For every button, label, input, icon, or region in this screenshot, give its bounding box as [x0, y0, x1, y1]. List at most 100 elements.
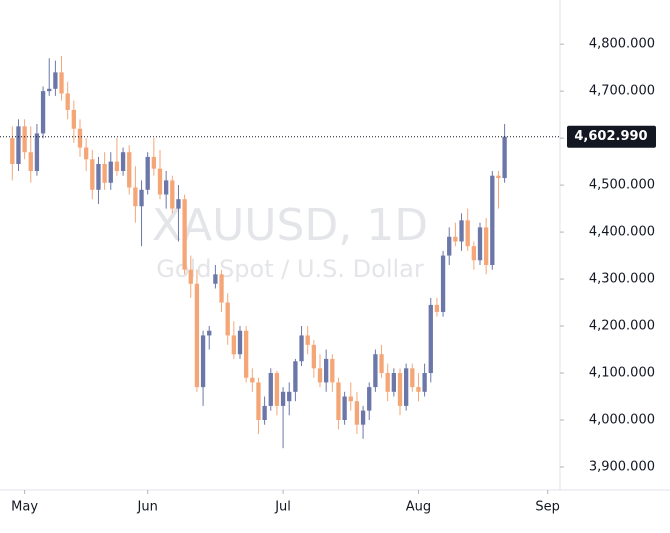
last-price-label: 4,602.990	[574, 129, 647, 144]
watermark-symbol: XAUUSD, 1D	[152, 200, 428, 251]
y-tick-label: 4,800.000	[589, 37, 655, 52]
candle-body	[139, 189, 144, 207]
candle-body	[367, 387, 372, 411]
candle-body	[237, 330, 243, 355]
candle-body	[471, 246, 476, 261]
candle-body	[434, 304, 440, 312]
candle-body	[280, 391, 286, 406]
candle-body	[34, 133, 40, 172]
candle-body	[108, 161, 113, 183]
candle-body	[219, 274, 224, 303]
candle-body	[145, 156, 150, 190]
candle-body	[96, 163, 101, 190]
y-tick-label: 4,100.000	[589, 366, 655, 381]
candle-body	[157, 168, 163, 195]
candle-body	[102, 163, 107, 183]
candle-body	[391, 373, 396, 392]
candle-body	[447, 236, 452, 256]
candle-body	[379, 354, 384, 374]
y-tick-label: 4,700.000	[589, 84, 655, 99]
candle-body	[293, 361, 298, 392]
candle-body	[133, 187, 138, 207]
candle-body	[336, 382, 341, 420]
y-tick-label: 4,000.000	[589, 413, 655, 428]
x-tick-label: May	[11, 500, 38, 515]
candle-body	[77, 128, 83, 148]
candle-body	[274, 373, 280, 406]
candle-body	[287, 391, 292, 402]
candle-body	[176, 199, 181, 209]
candle-body	[40, 91, 46, 134]
candle-body	[324, 358, 329, 383]
candle-body	[182, 199, 187, 270]
candle-body	[502, 136, 507, 179]
candle-body	[268, 373, 273, 406]
candle-body	[114, 161, 120, 172]
candle-body	[311, 344, 316, 369]
candle-body	[84, 147, 89, 160]
candle-body	[16, 126, 21, 164]
x-tick-label: Jul	[274, 500, 291, 515]
candle-body	[59, 72, 64, 94]
candle-body	[299, 335, 304, 362]
candle-body	[120, 152, 126, 172]
candle-body	[440, 255, 446, 312]
candle-body	[360, 410, 366, 425]
y-tick-label: 4,500.000	[589, 178, 655, 193]
candle-body	[490, 175, 495, 265]
last-price-box	[567, 125, 656, 148]
candle-body	[428, 304, 433, 374]
y-tick-label: 3,900.000	[589, 459, 655, 474]
candle-body	[410, 368, 415, 388]
candle-body	[10, 138, 15, 164]
candle-body	[484, 227, 489, 265]
y-tick-label: 4,200.000	[589, 319, 655, 334]
candle-body	[305, 335, 310, 345]
candle-body	[200, 335, 206, 388]
candle-body	[127, 152, 132, 188]
candle-body	[385, 373, 390, 392]
candle-body	[477, 227, 483, 261]
candle-body	[422, 373, 427, 392]
candle-body	[348, 396, 353, 402]
candle-body	[453, 236, 458, 242]
candle-body	[53, 72, 58, 89]
x-tick-label: Aug	[406, 500, 431, 515]
x-tick-label: Sep	[535, 500, 560, 515]
candle-body	[194, 283, 200, 388]
candle-body	[71, 109, 76, 129]
candle-body	[28, 152, 33, 172]
candle-body	[397, 373, 403, 406]
candle-body	[416, 387, 421, 392]
watermark-description: Gold Spot / U.S. Dollar	[156, 255, 424, 283]
candle-body	[213, 274, 218, 284]
candle-body	[354, 401, 360, 425]
candle-body	[317, 368, 323, 383]
candle-body	[164, 180, 169, 195]
candle-body	[90, 159, 95, 190]
candle-body	[207, 330, 212, 336]
candle-body	[151, 156, 156, 169]
candle-body	[188, 269, 193, 284]
candle-body	[170, 180, 175, 209]
candle-body	[496, 175, 501, 179]
candle-body	[342, 396, 347, 420]
candle-body	[231, 335, 236, 355]
candle-body	[330, 358, 335, 383]
x-tick-label: Jun	[137, 500, 158, 515]
candle-body	[373, 354, 378, 388]
candle-body	[256, 382, 261, 420]
candle-body	[65, 93, 70, 110]
candle-body	[404, 368, 409, 406]
candle-body	[22, 126, 27, 153]
candle-body	[262, 405, 267, 420]
candle-body	[465, 220, 470, 247]
candle-body	[250, 377, 255, 383]
candle-body	[47, 88, 52, 92]
y-tick-label: 4,400.000	[589, 225, 655, 240]
y-tick-label: 4,300.000	[589, 272, 655, 287]
candle-body	[244, 330, 249, 378]
candle-body	[225, 302, 230, 336]
candle-body	[459, 220, 464, 242]
